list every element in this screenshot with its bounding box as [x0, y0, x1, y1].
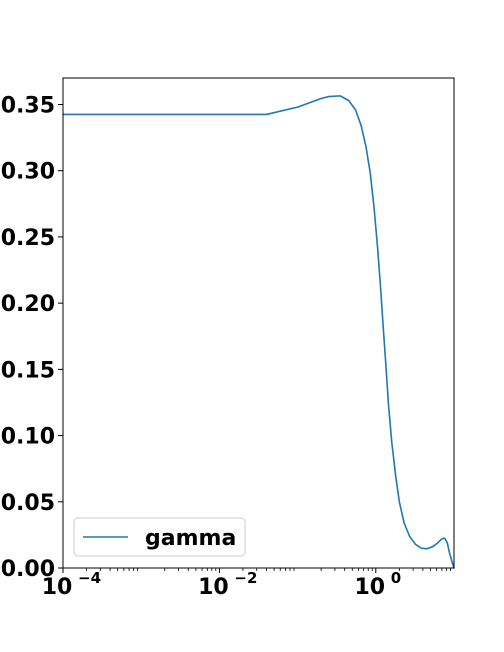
series-line-gamma	[62, 95, 455, 569]
y-tick-label: 0.05	[1, 491, 55, 516]
y-tick-label: 0.35	[1, 93, 55, 118]
series-layer	[62, 95, 455, 569]
plot-background	[63, 78, 454, 568]
legend-box	[73, 517, 246, 557]
x-tick-label: 10	[354, 575, 385, 600]
y-tick-label: 0.15	[1, 358, 55, 383]
y-tick-label: 0.10	[1, 425, 55, 450]
y-tick-label: 0.25	[1, 226, 55, 251]
x-tick-exponent: −2	[234, 569, 257, 587]
x-tick-exponent: 0	[391, 569, 401, 587]
legend-label: gamma	[145, 526, 236, 551]
plot-frame	[62, 77, 455, 569]
legend: gamma	[73, 517, 246, 557]
x-tick-exponent: −4	[78, 569, 101, 587]
x-axis-ticks: 10 −4 10 −2 10 0	[42, 568, 451, 600]
y-axis-ticks: 0.00 0.05 0.10 0.15 0.20 0.25 0.30 0.35	[1, 93, 63, 582]
x-tick-label: 10	[198, 575, 229, 600]
x-tick-label: 10	[42, 575, 73, 600]
y-tick-label: 0.20	[1, 292, 55, 317]
y-tick-label: 0.00	[1, 557, 55, 582]
y-tick-label: 0.30	[1, 160, 55, 185]
